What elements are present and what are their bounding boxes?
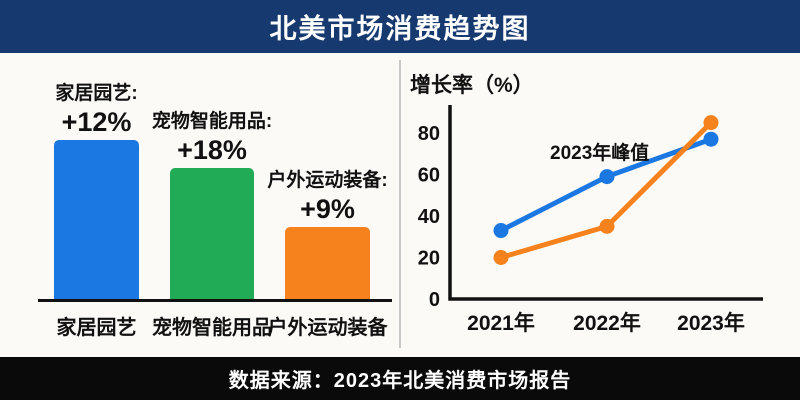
data-source: 数据来源：2023年北美消费市场报告 [228, 370, 572, 392]
bar-label-value: +12% [61, 106, 132, 137]
y-tick-label: 0 [429, 289, 440, 311]
bar-value-label-3: 户外运动装备: +9% [238, 170, 418, 225]
line-chart-axis-title: 增长率（%） [410, 74, 534, 97]
bar-chart-baseline [38, 299, 392, 302]
bar-category-label-2: 宠物智能用品 [152, 317, 272, 339]
bar-label-name: 户外运动装备: [267, 170, 388, 191]
bar-chart-panel: 家居园艺: +12% 家居园艺 宠物智能用品: +18% 宠物智能用品 户外运动装备: +9%… [0, 53, 398, 357]
bar-value-label-1: 家居园艺: +12% [7, 83, 187, 138]
bar-label-name: 家居园艺: [55, 83, 138, 104]
bar-3 [285, 227, 370, 299]
y-tick-label: 20 [418, 248, 440, 270]
x-tick-label: 2021年 [467, 311, 535, 335]
blue-series-point-1 [493, 223, 509, 239]
y-tick-label: 80 [418, 123, 440, 145]
x-tick-label: 2022年 [573, 311, 641, 335]
line-chart-panel: 增长率（%） 0 20 40 60 80 2021年 2022年 2023年 2023年峰值 [400, 53, 800, 357]
bar-category-label-1: 家居园艺 [56, 317, 137, 339]
bar-label-value: +9% [300, 193, 355, 224]
bar-category-label-3: 户外运动装备 [267, 317, 388, 339]
x-tick-label: 2023年 [677, 311, 745, 335]
orange-series-point-2 [599, 218, 615, 234]
orange-series-point-3 [703, 115, 719, 131]
blue-series-point-3 [703, 131, 719, 147]
panel-divider [399, 60, 401, 348]
blue-series-point-2 [599, 169, 615, 185]
bar-2 [170, 168, 254, 299]
header-band: 北美市场消费趋势图 [0, 0, 800, 53]
y-tick-label: 40 [418, 206, 440, 228]
line-chart: 0 20 40 60 80 2021年 2022年 2023年 [418, 105, 763, 335]
footer-band: 数据来源：2023年北美消费市场报告 [0, 357, 800, 400]
bar-label-name: 宠物智能用品: [151, 111, 273, 132]
bar-label-value: +18% [177, 134, 247, 165]
axes [448, 105, 763, 301]
orange-series-point-1 [493, 250, 509, 265]
page-title: 北美市场消费趋势图 [269, 14, 531, 44]
bar-1 [54, 140, 139, 299]
bar-value-label-2: 宠物智能用品: +18% [122, 111, 302, 166]
peak-annotation: 2023年峰值 [550, 143, 650, 164]
y-tick-label: 60 [418, 165, 440, 187]
